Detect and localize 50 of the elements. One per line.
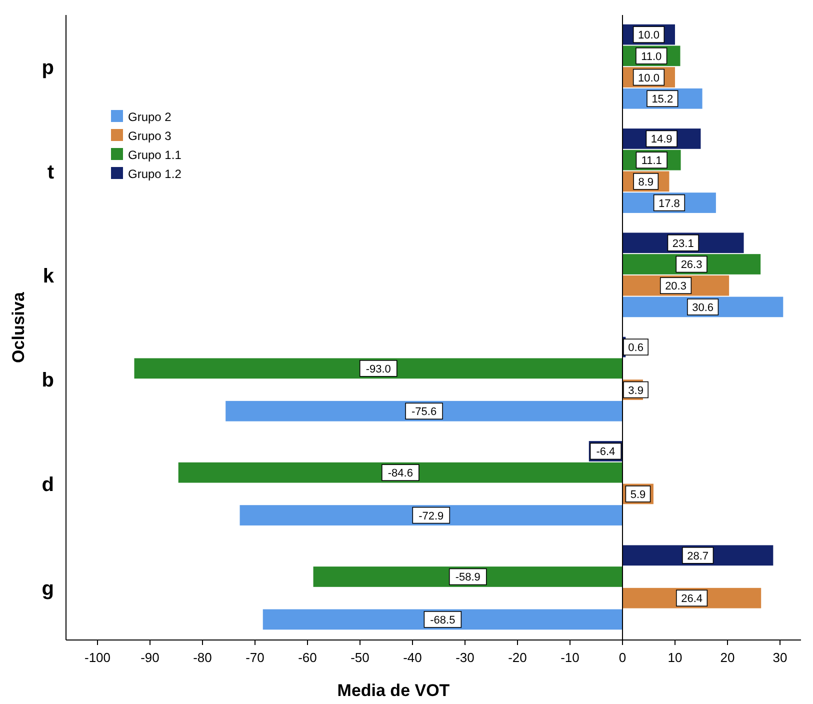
data-label: -68.5 [430, 614, 456, 626]
data-label: 0.6 [628, 342, 644, 354]
legend-label: Grupo 2 [128, 110, 172, 124]
x-tick-label: -20 [508, 650, 527, 665]
legend-label: Grupo 3 [128, 129, 172, 143]
x-tick-label: 30 [772, 650, 788, 665]
legend-label: Grupo 1.2 [128, 167, 182, 181]
x-tick-label: -80 [193, 650, 212, 665]
x-tick-label: -50 [350, 650, 370, 665]
x-tick-label: -100 [84, 650, 111, 665]
data-label: 10.0 [638, 72, 660, 84]
x-tick-label: 0 [618, 650, 626, 665]
x-tick-label: 10 [668, 650, 682, 665]
data-label: -72.9 [418, 510, 444, 522]
data-label: -93.0 [366, 363, 391, 376]
data-label: 23.1 [672, 238, 694, 250]
x-tick-label: -70 [246, 650, 264, 665]
data-label: 11.0 [641, 50, 662, 63]
data-label: -6.4 [596, 446, 616, 458]
data-label: 28.7 [687, 550, 709, 562]
data-label: -58.9 [455, 572, 480, 584]
y-tick-label: p [42, 57, 54, 80]
x-tick-label: -40 [403, 650, 422, 665]
data-label: 14.9 [650, 134, 672, 146]
x-tick-label: -30 [456, 650, 474, 665]
data-label: 20.3 [665, 280, 686, 293]
data-label: 17.8 [658, 198, 680, 210]
legend-label: Grupo 1.1 [128, 148, 182, 162]
data-label: 8.9 [638, 176, 654, 188]
data-label: 10.0 [638, 30, 660, 42]
data-label: 3.9 [628, 384, 644, 397]
y-tick-label: k [42, 265, 55, 288]
x-tick-label: -60 [298, 650, 317, 665]
data-label: 5.9 [630, 488, 646, 501]
data-label: 26.3 [680, 259, 702, 272]
y-tick-label: d [42, 474, 54, 496]
x-tick-label: -10 [560, 650, 580, 665]
data-label: 30.6 [692, 302, 714, 314]
y-tick-label: t [47, 161, 54, 184]
x-tick-label: -90 [140, 650, 160, 665]
data-label: 15.2 [652, 94, 674, 106]
data-label: 26.4 [681, 593, 703, 606]
data-label: -84.6 [388, 468, 413, 480]
y-tick-label: b [42, 370, 54, 392]
data-label: 11.1 [641, 155, 662, 168]
data-label: -75.6 [412, 406, 437, 418]
x-tick-label: 20 [720, 650, 735, 665]
y-tick-label: g [42, 578, 54, 600]
x-axis-title: Media de VOT [337, 681, 450, 700]
y-axis-title: Oclusiva [9, 292, 28, 363]
